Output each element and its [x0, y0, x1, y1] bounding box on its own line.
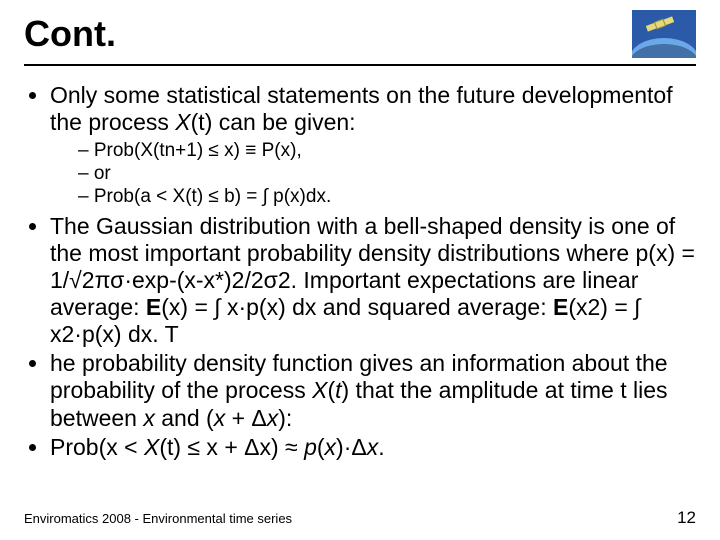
page-title: Cont.: [24, 13, 116, 55]
header: Cont.: [24, 10, 696, 58]
slide: Cont. Only some statistical statements o…: [0, 0, 720, 540]
bullet-list: Only some statistical statements on the …: [24, 82, 696, 461]
footer-text: Enviromatics 2008 - Environmental time s…: [24, 511, 292, 526]
bullet-2: The Gaussian distribution with a bell-sh…: [50, 213, 696, 349]
sub-3: Prob(a < X(t) ≤ b) = ∫ p(x)dx.: [78, 186, 696, 209]
footer: Enviromatics 2008 - Environmental time s…: [24, 508, 696, 528]
sub-list: Prob(X(tn+1) ≤ x) ≡ P(x), or Prob(a < X(…: [50, 140, 696, 208]
bullet-3: he probability density function gives an…: [50, 350, 696, 431]
bullet-1: Only some statistical statements on the …: [50, 82, 696, 209]
satellite-logo: [632, 10, 696, 58]
sub-1: Prob(X(tn+1) ≤ x) ≡ P(x),: [78, 140, 696, 163]
bullet-4: Prob(x < X(t) ≤ x + Δx) ≈ p(x)·Δx.: [50, 434, 696, 461]
content: Only some statistical statements on the …: [24, 82, 696, 461]
page-number: 12: [677, 508, 696, 528]
divider: [24, 64, 696, 66]
sub-2: or: [78, 163, 696, 186]
